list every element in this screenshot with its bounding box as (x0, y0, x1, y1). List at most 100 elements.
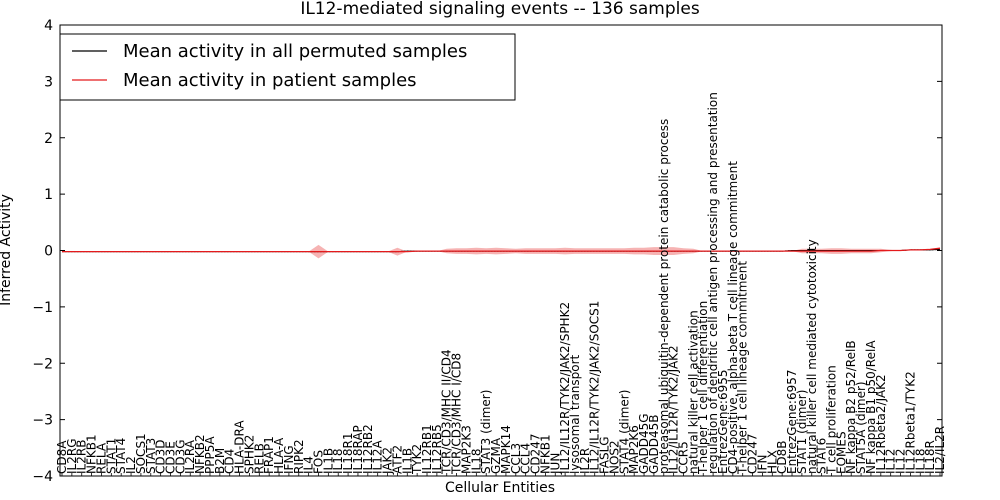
category-label: CD4-positive, alpha-beta T cell lineage … (726, 161, 740, 474)
category-label: GZMA (489, 437, 503, 474)
category-label: STAT1 (dimer) (795, 390, 809, 474)
category-label: IL18R (923, 440, 937, 474)
category-label: STAT1 (104, 438, 118, 474)
category-label: T cell proliferation (825, 365, 839, 475)
category-label: IL2R (578, 448, 592, 474)
category-label: T-helper 1 cell differentiation (696, 301, 710, 475)
category-label: RELA (95, 442, 109, 474)
category-label: IFN (755, 455, 769, 474)
category-label: IL18R1 (341, 433, 355, 474)
category-label: IL2RA (183, 439, 197, 474)
category-label: IL12Rbeta1/TYK2 (903, 371, 917, 474)
category-label: IL12A (371, 440, 385, 474)
category-label: STAT4 (dimer) (617, 390, 631, 474)
category-label: NOS2 (607, 440, 621, 474)
category-label: NFKB1 (85, 434, 99, 474)
category-label: FASLG (598, 436, 612, 474)
category-label: TCR/CD3/MHC II/CD4 (440, 349, 454, 475)
category-label: HLX (765, 450, 779, 474)
category-label: EOMES (834, 431, 848, 474)
category-label: EntrezGene:6957 (785, 370, 799, 475)
category-label: NF kappa B2 p52/RelB (844, 340, 858, 474)
legend-label-patient: Mean activity in patient samples (123, 70, 417, 91)
category-label: IL12Rbeta2/JAK2 (874, 374, 888, 474)
category-label: CCL3 (509, 443, 523, 474)
category-label: CD3D (154, 440, 168, 475)
category-label: IL18RAP (351, 425, 365, 474)
category-label: IL1B (400, 448, 414, 474)
category-label: IL1B (321, 448, 335, 474)
legend-label-permuted: Mean activity in all permuted samples (123, 41, 467, 62)
y-axis-title: Inferred Activity (0, 194, 14, 306)
legend: Mean activity in all permuted samples Me… (59, 33, 516, 101)
category-label: MAP2K3 (460, 425, 474, 474)
category-label: natural killer cell mediated cytotoxicit… (805, 239, 819, 474)
category-label: MAPK14 (499, 425, 513, 474)
x-axis-title: Cellular Entities (445, 480, 555, 496)
category-label: HLA-A (272, 437, 286, 474)
category-label: CD8A (55, 440, 69, 474)
category-label: STAT6 (815, 438, 829, 474)
category-label: CD3G (173, 439, 187, 474)
category-label: IL18 (331, 449, 345, 475)
y-tick-label: 0 (44, 244, 53, 260)
category-label: IL2RG (65, 439, 79, 475)
category-label: STAT3 (144, 438, 158, 474)
category-label: TYK2 (410, 444, 424, 475)
category-label: IL18 (469, 449, 483, 475)
y-tick-label: −3 (32, 413, 53, 429)
series-patient-line (62, 247, 941, 253)
category-label: lysosomal transport (568, 354, 582, 474)
y-tick-label: 1 (44, 187, 53, 203)
category-label: IL2/IL2R (933, 426, 947, 474)
category-label: EntrezGene:6955 (716, 370, 730, 475)
category-label: FRAP1 (262, 436, 276, 474)
category-label: IL12 (894, 449, 908, 475)
category-label: IL12 (884, 449, 898, 475)
category-label: FOS (312, 450, 326, 474)
category-label: regulation of dendritic cell antigen pro… (706, 92, 720, 474)
category-label: PPP5A (203, 436, 217, 474)
category-label: JUN (548, 453, 562, 475)
category-label: IL12/IL12R/TYK2/JAK2 (667, 345, 681, 474)
category-label: IL12/IL12R/TYK2/JAK2/SPHK2 (558, 302, 572, 474)
category-label: IL12RB1 (420, 424, 434, 474)
chart-title: IL12-mediated signaling events -- 136 sa… (300, 0, 700, 19)
category-label: CD4 (223, 449, 237, 474)
category-label: IL12RB5 (430, 424, 444, 474)
category-label: TCR/CD3/MHC I/CD8 (450, 353, 464, 475)
category-label: GADD45B (647, 415, 661, 475)
category-label: ATF2 (390, 445, 404, 474)
category-label: IFNG (282, 445, 296, 474)
category-label: CD3E (164, 441, 178, 474)
category-label: STAT3 (dimer) (479, 390, 493, 474)
category-label: proteasomal ubiquitin-dependent protein … (657, 119, 671, 474)
y-tick-label: −1 (32, 300, 53, 316)
category-label: CCR5 (677, 441, 691, 474)
category-label: STAT4 (114, 438, 128, 474)
category-label: IL2RB (75, 440, 89, 474)
category-label: CD247 (529, 433, 543, 474)
category-label: NF kappa B1 p50/RelA (864, 340, 878, 474)
category-label: CD8B (775, 441, 789, 475)
legend-box (59, 33, 516, 101)
y-tick-label: −2 (32, 356, 53, 372)
y-tick-label: 2 (44, 131, 53, 147)
category-label: NFKB2 (193, 434, 207, 474)
category-label: IL18 (913, 449, 927, 475)
category-label: RIPK2 (292, 439, 306, 474)
category-label: CCL4 (519, 443, 533, 474)
category-label: JAK2 (381, 447, 395, 475)
category-label: RELB (252, 443, 266, 474)
y-tick-label: 4 (44, 18, 53, 34)
category-label: IL12RB2 (361, 424, 375, 474)
y-tick-label: −4 (32, 469, 53, 485)
category-label: B2M (213, 448, 227, 474)
category-label: MAP2K6 (627, 425, 641, 474)
category-label: IL12/IL12R/TYK2/JAK2/SOCS1 (588, 301, 602, 474)
category-label: SPHK2 (242, 435, 256, 474)
category-label: CD247 (746, 433, 760, 474)
category-label: T-helper 1 cell lineage commitment (736, 261, 750, 475)
category-label: SOCS1 (134, 433, 148, 474)
